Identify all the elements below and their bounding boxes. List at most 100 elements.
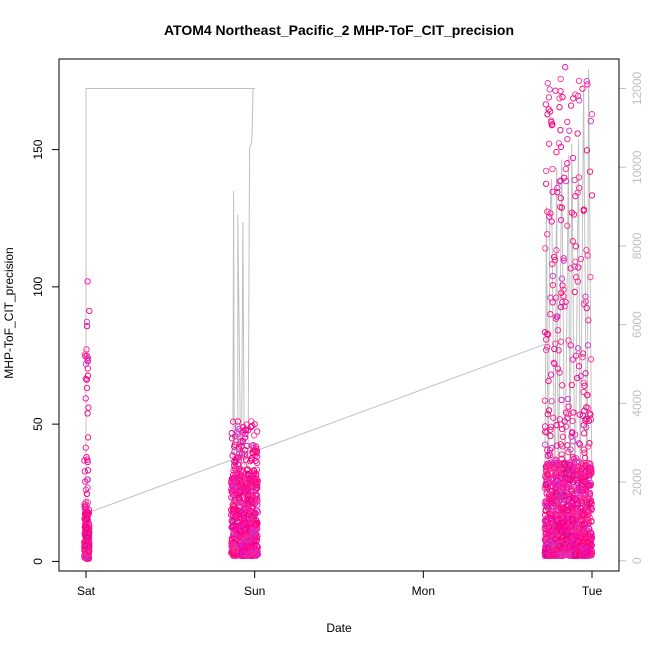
data-point	[85, 547, 93, 555]
data-point	[252, 527, 260, 534]
y-tick-label-3: 150	[31, 139, 45, 159]
y2-tick-label-0: 0	[630, 557, 644, 564]
data-point	[566, 466, 574, 473]
data-point	[236, 498, 243, 505]
data-point	[572, 352, 580, 359]
data-point	[84, 527, 91, 535]
data-point	[550, 414, 557, 421]
data-point	[559, 425, 566, 433]
data-point	[560, 255, 567, 262]
data-point	[584, 507, 591, 515]
data-point	[241, 526, 249, 533]
data-point	[542, 101, 550, 108]
data-point	[544, 230, 551, 238]
data-point	[567, 265, 574, 272]
data-point	[82, 395, 89, 402]
data-point	[568, 381, 575, 389]
data-point	[253, 470, 260, 478]
data-point	[83, 384, 91, 392]
data-point	[567, 519, 575, 527]
data-point	[84, 410, 91, 417]
data-point	[254, 428, 261, 435]
data-point	[565, 496, 572, 503]
data-point	[558, 451, 565, 458]
data-point	[542, 180, 550, 187]
data-point	[564, 160, 571, 167]
data-point	[544, 452, 552, 459]
data-point	[84, 434, 92, 441]
data-point	[241, 453, 249, 460]
data-point	[564, 514, 571, 522]
data-point	[229, 452, 236, 459]
data-point	[557, 126, 564, 134]
data-point	[552, 87, 559, 94]
data-point	[542, 481, 550, 489]
data-point	[566, 541, 573, 549]
data-point	[234, 454, 242, 461]
y2-tick-label-3: 6000	[630, 311, 644, 338]
data-point	[82, 514, 89, 522]
data-point	[588, 505, 595, 513]
data-point	[557, 338, 565, 345]
data-point	[547, 371, 555, 378]
data-point	[559, 282, 566, 289]
data-point	[564, 530, 572, 538]
data-point	[548, 552, 556, 559]
data-point	[573, 524, 581, 532]
data-point	[581, 454, 589, 461]
data-point	[584, 252, 591, 259]
data-point	[572, 551, 579, 558]
data-point	[562, 165, 569, 173]
data-point	[84, 499, 91, 506]
data-point	[247, 458, 254, 465]
data-point	[85, 509, 93, 517]
data-point	[235, 510, 242, 518]
data-point	[551, 539, 558, 546]
data-point	[560, 461, 567, 469]
data-point	[557, 75, 564, 83]
data-point	[576, 485, 583, 493]
data-point	[228, 517, 235, 525]
data-point	[229, 523, 236, 531]
data-point	[577, 373, 584, 380]
y-axis-label: MHP-ToF_CIT_precision	[2, 247, 16, 378]
data-point	[253, 449, 260, 456]
data-point	[582, 370, 589, 377]
data-point	[567, 446, 574, 453]
data-point	[249, 449, 257, 456]
data-point	[541, 501, 549, 508]
data-point	[84, 372, 92, 379]
data-point	[81, 457, 88, 464]
data-point	[84, 476, 91, 483]
data-point	[561, 495, 568, 503]
data-point	[588, 192, 596, 199]
data-point	[565, 403, 572, 410]
data-point	[560, 490, 568, 497]
data-point	[83, 490, 91, 497]
data-point	[550, 491, 557, 498]
data-point	[583, 470, 590, 478]
data-point	[564, 118, 571, 126]
data-point	[546, 494, 554, 501]
data-point	[236, 495, 243, 503]
data-point	[586, 525, 593, 533]
data-point	[549, 165, 556, 173]
x-axis-label: Date	[326, 621, 352, 635]
data-point	[560, 292, 567, 300]
data-point	[567, 461, 574, 469]
data-point	[546, 213, 553, 220]
data-point	[238, 443, 245, 450]
y2-tick-label-6: 12000	[630, 72, 644, 106]
data-point	[569, 490, 576, 498]
data-point	[235, 526, 242, 533]
data-point	[236, 535, 243, 542]
data-point	[553, 481, 560, 488]
data-point	[242, 505, 250, 512]
data-point	[550, 253, 558, 261]
data-point	[82, 444, 89, 451]
data-point	[254, 480, 261, 488]
data-point	[579, 85, 586, 92]
data-point	[558, 537, 566, 544]
data-point	[579, 552, 586, 559]
